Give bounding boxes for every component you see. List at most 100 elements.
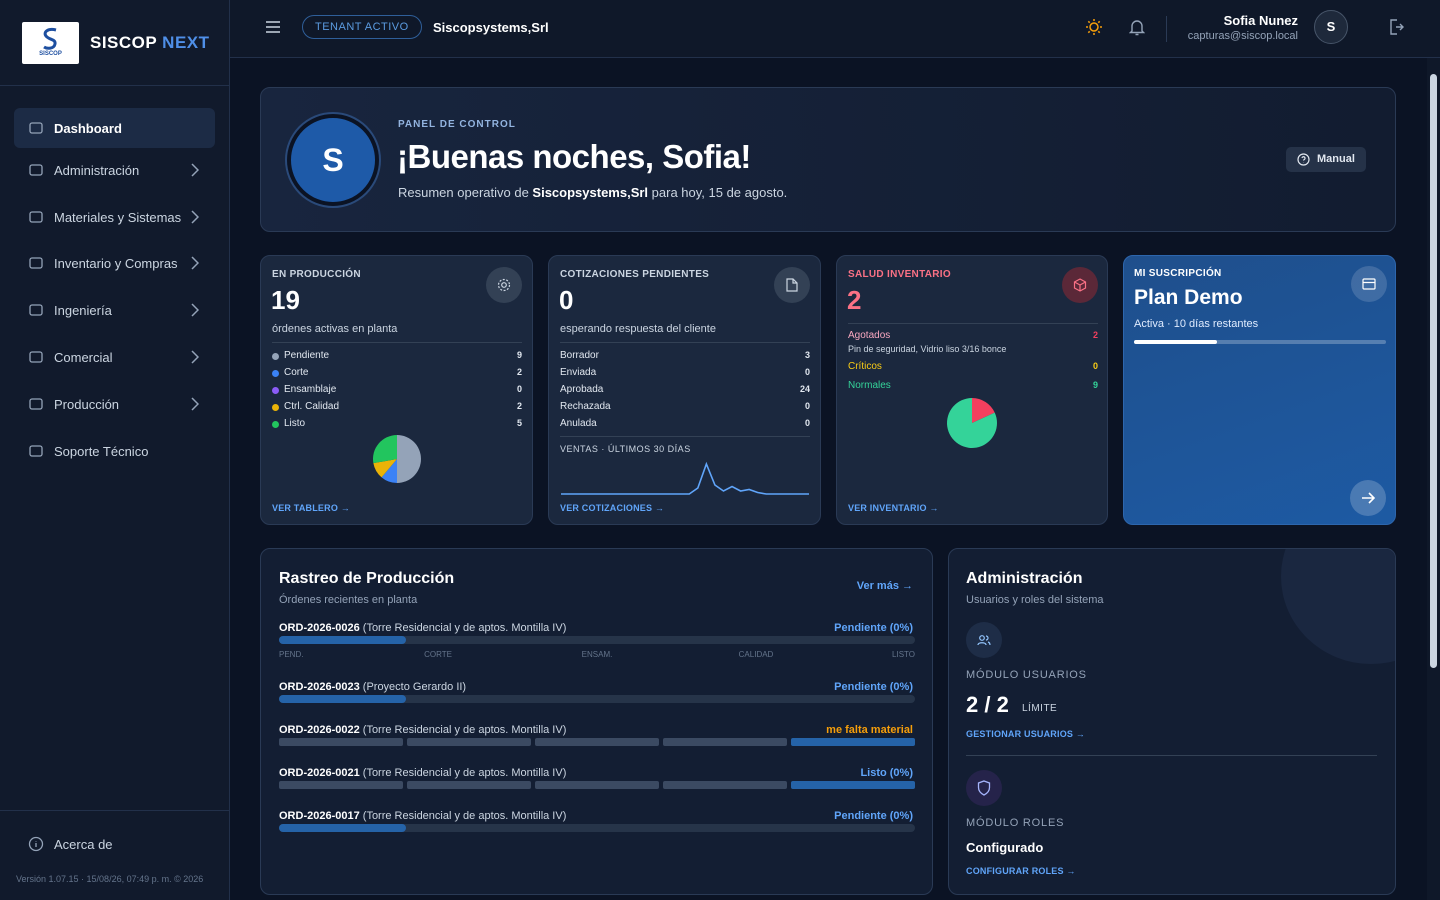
topbar: TENANT ACTIVO Siscopsystems,Srl Sofia Nu… xyxy=(230,0,1440,58)
stage-segment xyxy=(407,781,531,789)
nav-item[interactable]: Administración xyxy=(14,150,215,190)
order-title: ORD-2026-0021 (Torre Residencial y de ap… xyxy=(279,767,566,779)
plan-status: Activa · 10 días restantes xyxy=(1134,318,1259,330)
order-project: (Proyecto Gerardo II) xyxy=(362,681,467,693)
card-label: COTIZACIONES PENDIENTES xyxy=(560,269,710,280)
sidebar: SISCOP SISCOP NEXT Dashboard Administraci… xyxy=(0,0,230,900)
row-value: 5 xyxy=(516,418,522,428)
panel-title: Rastreo de Producción xyxy=(279,570,455,587)
card-icon xyxy=(1062,267,1098,303)
row-value: 2 xyxy=(516,367,522,377)
nav-label: Administración xyxy=(54,162,140,178)
row-value: 0 xyxy=(516,384,522,394)
logout-button[interactable] xyxy=(1388,18,1404,36)
theme-toggle[interactable] xyxy=(1085,18,1103,36)
nav-chevron xyxy=(191,397,199,411)
row-label: Listo xyxy=(284,418,306,429)
nav-item[interactable]: Materiales y Sistemas xyxy=(14,197,215,237)
users-link[interactable]: GESTIONAR USUARIOS → xyxy=(966,729,1086,739)
card-link[interactable]: VER COTIZACIONES → xyxy=(560,503,665,513)
nav-item[interactable]: Producción xyxy=(14,384,215,424)
brand: SISCOP NEXT xyxy=(90,33,210,53)
hero: S PANEL DE CONTROL ¡Buenas noches, Sofia… xyxy=(260,87,1396,232)
nav-item[interactable]: Dashboard xyxy=(14,108,215,148)
stage-fill xyxy=(279,824,407,832)
manual-label: Manual xyxy=(1317,153,1355,165)
pie-slice xyxy=(947,398,997,448)
row-label: Normales xyxy=(848,380,891,391)
card-label: MI SUSCRIPCIÓN xyxy=(1134,268,1222,279)
scrollbar-thumb[interactable] xyxy=(1430,74,1437,668)
chevron xyxy=(191,163,199,177)
chevron xyxy=(191,350,199,364)
nav-about[interactable]: Acerca de xyxy=(14,824,215,864)
user-avatar[interactable]: S xyxy=(1314,10,1348,44)
nav-item[interactable]: Soporte Técnico xyxy=(14,431,215,471)
nav-icon xyxy=(29,164,43,176)
nav-icon xyxy=(29,257,43,269)
order-status: Pendiente (0%) xyxy=(834,681,913,693)
nav-icon xyxy=(28,836,44,852)
nav-icon-shape xyxy=(29,445,43,457)
roles-link[interactable]: CONFIGURAR ROLES → xyxy=(966,866,1076,876)
menu-button[interactable] xyxy=(265,20,281,34)
row-label: Ensamblaje xyxy=(284,384,337,395)
sparkline xyxy=(561,461,809,495)
card-value: 2 xyxy=(847,285,862,315)
view-more-link[interactable]: Ver más → xyxy=(856,580,913,592)
panel-title: Administración xyxy=(966,570,1083,587)
nav-item[interactable]: Ingeniería xyxy=(14,290,215,330)
chevron xyxy=(191,397,199,411)
nav-icon-shape xyxy=(29,164,43,176)
stage-segment xyxy=(791,738,915,746)
stage-segment xyxy=(791,781,915,789)
manual-button[interactable]: Manual xyxy=(1286,147,1366,172)
notifications-button[interactable] xyxy=(1129,18,1145,36)
row-label: Aprobada xyxy=(560,384,604,395)
hero-title: ¡Buenas noches, Sofia! xyxy=(397,138,751,175)
nav-icon xyxy=(29,398,43,410)
plan-progress xyxy=(1134,340,1218,344)
logo: SISCOP xyxy=(22,22,79,64)
user-email: capturas@siscop.local xyxy=(1187,30,1298,42)
chevron xyxy=(191,256,199,270)
row-label: Corte xyxy=(284,367,309,378)
card-link[interactable]: VER TABLERO → xyxy=(272,503,350,513)
order-project: (Torre Residencial y de aptos. Montilla … xyxy=(362,767,567,779)
card-link[interactable]: VER INVENTARIO → xyxy=(848,503,939,513)
nav-label: Ingeniería xyxy=(54,302,112,318)
stage-track xyxy=(279,636,915,644)
brand-accent: NEXT xyxy=(162,33,210,52)
divider xyxy=(560,342,810,343)
row-label: Críticos xyxy=(848,361,882,372)
order-title: ORD-2026-0026 (Torre Residencial y de ap… xyxy=(279,622,566,634)
nav-label: Producción xyxy=(54,396,120,412)
module-label: MÓDULO USUARIOS xyxy=(966,669,1087,681)
pie-slice xyxy=(373,435,397,464)
nav-item[interactable]: Comercial xyxy=(14,337,215,377)
tenant-name: Siscopsystems,Srl xyxy=(433,20,549,35)
pie-chart xyxy=(373,435,421,483)
users-glyph xyxy=(977,635,991,646)
nav-chevron xyxy=(191,163,199,177)
stage-label: LISTO xyxy=(892,650,915,659)
plan-name: Plan Demo xyxy=(1134,286,1243,309)
legend-dot xyxy=(272,387,279,394)
order-code: ORD-2026-0022 xyxy=(279,724,360,736)
plan-button[interactable] xyxy=(1350,480,1386,516)
panel-subtitle: Usuarios y roles del sistema xyxy=(966,594,1104,606)
nav-icon-shape xyxy=(29,351,43,363)
tracking-panel: Rastreo de Producción Órdenes recientes … xyxy=(260,548,933,895)
card-label: SALUD INVENTARIO xyxy=(848,269,951,280)
order-code: ORD-2026-0023 xyxy=(279,681,360,693)
order-title: ORD-2026-0022 (Torre Residencial y de ap… xyxy=(279,724,566,736)
decoration xyxy=(1281,549,1395,664)
nav-item[interactable]: Inventario y Compras xyxy=(14,243,215,283)
sales-label: VENTAS · ÚLTIMOS 30 DÍAS xyxy=(560,444,691,454)
nav-chevron xyxy=(191,303,199,317)
card-icon xyxy=(486,267,522,303)
pie-slice xyxy=(397,435,421,483)
row-label: Rechazada xyxy=(560,401,611,412)
divider xyxy=(560,436,810,437)
